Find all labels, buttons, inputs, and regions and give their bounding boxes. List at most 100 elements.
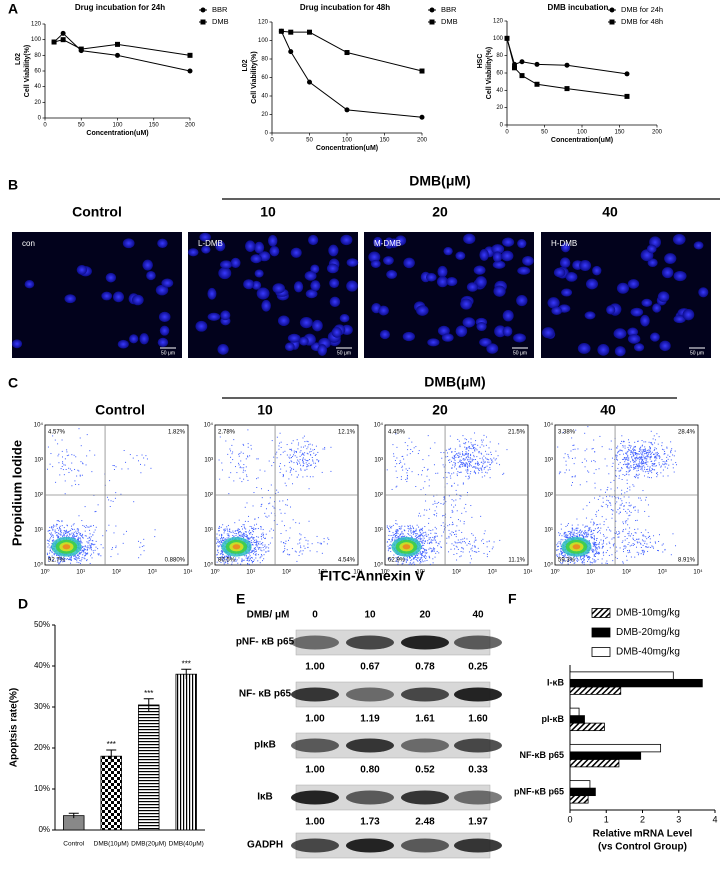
event-dot	[245, 531, 246, 532]
event-dot	[227, 533, 228, 534]
event-dot	[616, 476, 617, 477]
nucleus	[347, 258, 359, 267]
bar	[570, 744, 661, 752]
event-dot	[595, 487, 596, 488]
event-dot	[88, 527, 89, 528]
event-dot	[58, 533, 59, 534]
event-dot	[478, 463, 479, 464]
event-dot	[612, 510, 613, 511]
event-dot	[280, 433, 281, 434]
event-dot	[268, 551, 269, 552]
event-dot	[454, 466, 455, 467]
event-dot	[258, 517, 259, 518]
event-dot	[451, 486, 452, 487]
event-dot	[58, 520, 59, 521]
event-dot	[276, 490, 277, 491]
event-dot	[568, 456, 569, 457]
event-dot	[654, 464, 655, 465]
event-dot	[591, 537, 592, 538]
event-dot	[586, 532, 587, 533]
event-dot	[93, 550, 94, 551]
event-dot	[616, 501, 617, 502]
event-dot	[458, 540, 459, 541]
event-dot	[408, 531, 409, 532]
event-dot	[297, 543, 298, 544]
event-dot	[616, 447, 617, 448]
event-dot	[465, 463, 466, 464]
event-dot	[239, 529, 240, 530]
event-dot	[593, 551, 594, 552]
event-dot	[396, 537, 397, 538]
event-dot	[467, 470, 468, 471]
event-dot	[607, 487, 608, 488]
event-dot	[448, 536, 449, 537]
panel-label: B	[8, 177, 18, 193]
event-dot	[655, 439, 656, 440]
event-dot	[224, 539, 225, 540]
event-dot	[457, 485, 458, 486]
event-dot	[110, 556, 111, 557]
event-dot	[565, 453, 566, 454]
event-dot	[481, 468, 482, 469]
event-dot	[219, 459, 220, 460]
event-dot	[400, 460, 401, 461]
event-dot	[261, 536, 262, 537]
event-dot	[622, 450, 623, 451]
x-tick-label: 100	[577, 130, 588, 136]
bar	[570, 752, 641, 760]
event-dot	[293, 462, 294, 463]
event-dot	[629, 542, 630, 543]
event-dot	[388, 539, 389, 540]
event-dot	[392, 532, 393, 533]
event-dot	[238, 454, 239, 455]
event-dot	[630, 466, 631, 467]
event-dot	[283, 542, 284, 543]
event-dot	[448, 472, 449, 473]
event-dot	[297, 463, 298, 464]
event-dot	[644, 463, 645, 464]
event-dot	[75, 559, 76, 560]
event-dot	[69, 531, 70, 532]
bar	[570, 687, 621, 695]
event-dot	[475, 467, 476, 468]
event-dot	[487, 462, 488, 463]
event-dot	[130, 454, 131, 455]
event-dot	[238, 532, 239, 533]
event-dot	[81, 560, 82, 561]
event-dot	[588, 533, 589, 534]
event-dot	[143, 457, 144, 458]
event-dot	[246, 466, 247, 467]
event-dot	[80, 475, 81, 476]
x-tick-label: 100	[342, 138, 353, 144]
event-dot	[143, 545, 144, 546]
event-dot	[591, 550, 592, 551]
event-dot	[87, 553, 88, 554]
nucleus	[317, 344, 327, 356]
event-dot	[249, 534, 250, 535]
event-dot	[645, 546, 646, 547]
event-dot	[59, 527, 60, 528]
event-dot	[472, 459, 473, 460]
event-dot	[604, 521, 605, 522]
event-dot	[638, 554, 639, 555]
quadrant-percent: 3.38%	[558, 430, 576, 436]
event-dot	[68, 559, 69, 560]
micrograph	[12, 232, 182, 358]
event-dot	[637, 454, 638, 455]
event-dot	[136, 455, 137, 456]
event-dot	[72, 529, 73, 530]
event-dot	[286, 530, 287, 531]
event-dot	[90, 547, 91, 548]
event-dot	[50, 547, 51, 548]
event-dot	[659, 462, 660, 463]
event-dot	[602, 547, 603, 548]
event-dot	[622, 521, 623, 522]
event-dot	[619, 508, 620, 509]
event-dot	[328, 539, 329, 540]
nucleus	[493, 251, 502, 262]
event-dot	[300, 450, 301, 451]
event-dot	[89, 537, 90, 538]
event-dot	[60, 526, 61, 527]
event-dot	[645, 536, 646, 537]
marker	[512, 65, 517, 70]
